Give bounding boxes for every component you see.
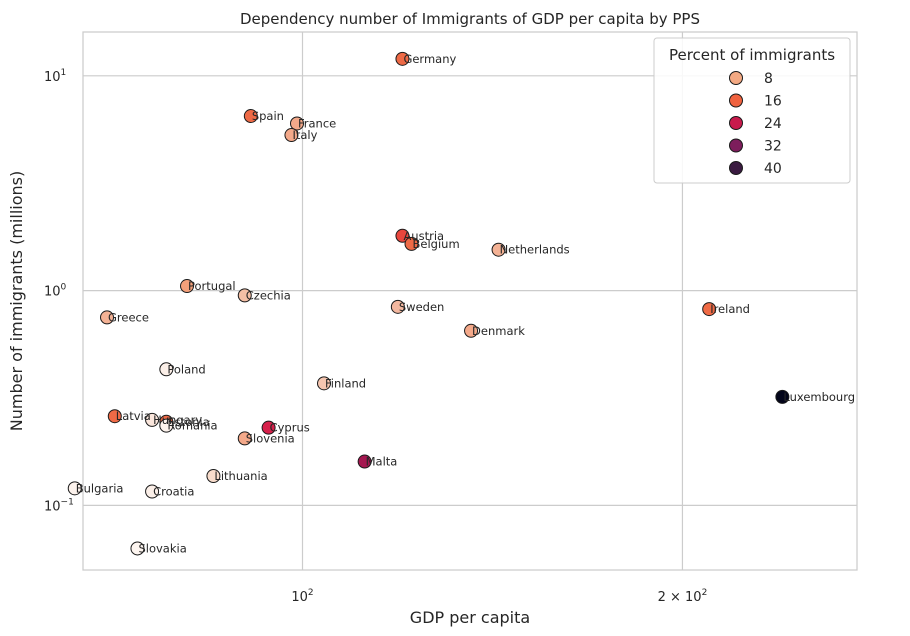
point-label: Slovenia xyxy=(246,431,295,445)
legend-title: Percent of immigrants xyxy=(669,46,835,64)
data-point xyxy=(206,468,221,483)
legend-marker xyxy=(729,71,743,85)
point-label: Lithuania xyxy=(214,469,267,483)
point-label: Hungary xyxy=(153,413,202,427)
data-point xyxy=(107,409,122,424)
data-point xyxy=(317,376,332,391)
data-point xyxy=(404,236,419,251)
legend-label: 32 xyxy=(764,139,782,155)
y-tick-exponent: 1 xyxy=(61,68,67,78)
x-axis-label: GDP per capita xyxy=(410,608,530,627)
point-label: Ireland xyxy=(710,302,750,316)
point-label: Portugal xyxy=(188,279,236,293)
y-tick-exponent: −1 xyxy=(61,497,74,507)
point-label: Netherlands xyxy=(500,243,570,257)
point-label: Slovakia xyxy=(138,541,186,555)
y-tick-base: 10 xyxy=(44,499,61,514)
data-point xyxy=(237,431,252,446)
data-point xyxy=(390,299,405,314)
y-tick-base: 10 xyxy=(44,70,61,85)
legend-label: 24 xyxy=(764,116,782,132)
point-label: Denmark xyxy=(472,324,525,338)
legend-entries: 8 16 24 32 40 xyxy=(729,71,782,177)
data-point xyxy=(145,484,160,499)
legend-label: 16 xyxy=(764,94,782,110)
data-point xyxy=(159,362,174,377)
data-point xyxy=(357,454,372,469)
data-point xyxy=(290,116,305,131)
point-label: Czechia xyxy=(246,288,291,302)
data-point xyxy=(775,389,790,404)
point-label: Belgium xyxy=(413,237,460,251)
x-tick-exponent: 2 xyxy=(702,588,708,598)
y-tick-label: 10−1 xyxy=(44,497,74,514)
point-label: Austria xyxy=(403,229,444,243)
point-label: Sweden xyxy=(399,300,444,314)
legend-label: 40 xyxy=(764,161,782,177)
point-label: Cyprus xyxy=(270,421,310,435)
data-point xyxy=(180,279,195,294)
point-label: Poland xyxy=(167,362,205,376)
legend-marker xyxy=(729,116,743,130)
data-point xyxy=(130,541,145,556)
point-label: Luxembourg xyxy=(783,390,855,404)
x-tick-base: 10 xyxy=(291,590,308,605)
legend-box xyxy=(653,37,851,184)
legend-marker xyxy=(729,138,743,153)
data-point xyxy=(237,288,252,303)
point-label: Malta xyxy=(366,455,398,469)
data-point xyxy=(491,242,506,257)
point-label: Greece xyxy=(108,310,149,324)
point-label: Croatia xyxy=(153,485,194,499)
data-point xyxy=(243,109,258,124)
data-point xyxy=(145,412,160,427)
y-axis-label: Number of immigrants (millions) xyxy=(7,171,26,431)
data-point xyxy=(261,420,276,435)
legend-marker xyxy=(729,161,743,175)
data-points xyxy=(67,51,790,556)
plot-frame xyxy=(82,31,858,571)
data-point xyxy=(100,310,115,325)
point-label: Bulgaria xyxy=(76,481,124,495)
point-label: Latvia xyxy=(116,409,151,423)
data-point xyxy=(67,481,82,496)
x-tick-label: 2 × 102 xyxy=(658,588,708,605)
point-label: Romania xyxy=(167,419,217,433)
x-tick-label: 102 xyxy=(291,588,313,605)
data-point xyxy=(395,228,410,243)
x-tick-exponent: 2 xyxy=(308,588,314,598)
data-point xyxy=(159,418,174,433)
data-point xyxy=(395,51,410,66)
y-tick-exponent: 0 xyxy=(61,283,67,293)
legend-marker xyxy=(729,93,743,108)
y-tick-base: 10 xyxy=(44,285,61,300)
data-point xyxy=(284,128,299,143)
chart-title: Dependency number of Immigrants of GDP p… xyxy=(240,10,700,28)
data-point xyxy=(702,302,717,317)
x-tick-mantissa: 2 × 10 xyxy=(658,590,702,605)
legend: Percent of immigrants 8 16 24 32 40 xyxy=(653,37,851,184)
point-label: Germany xyxy=(403,52,456,66)
data-point xyxy=(464,323,479,338)
point-label: Estonia xyxy=(167,415,209,429)
point-label: Finland xyxy=(325,376,366,390)
point-label: Italy xyxy=(292,128,317,142)
point-label: Spain xyxy=(252,109,284,123)
y-tick-label: 100 xyxy=(44,283,67,300)
point-label: France xyxy=(298,116,336,130)
y-tick-label: 101 xyxy=(44,68,66,85)
legend-label: 8 xyxy=(764,71,773,87)
